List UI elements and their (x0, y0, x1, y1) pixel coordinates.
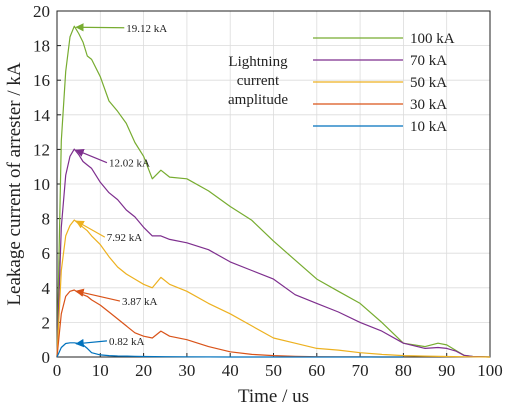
ticks: 0 10 20 30 40 50 60 70 80 90 100 0 2 4 6 8 10 12 14 16 18 20 (33, 2, 503, 380)
annotation-label: 3.87 kA (122, 296, 158, 308)
legend-label: 50 kA (410, 75, 447, 91)
annotation-label: 12.02 kA (109, 158, 150, 170)
legend-label: 10 kA (410, 119, 447, 135)
y-tick-label: 10 (33, 175, 50, 194)
series-line-100ka (56, 25, 491, 358)
y-tick-label: 16 (33, 71, 50, 90)
x-tick-label: 30 (178, 361, 195, 380)
x-tick-label: 20 (135, 361, 152, 380)
series-line-10ka (56, 342, 404, 358)
annotation-arrow (75, 288, 121, 302)
legend-label: 100 kA (410, 31, 455, 47)
annotation-arrow (75, 220, 106, 238)
y-axis-title: Leakage current of arrester / kA (4, 62, 25, 305)
legend-label: 70 kA (410, 53, 447, 69)
x-tick-label: 100 (477, 361, 503, 380)
y-tick-label: 18 (33, 37, 50, 56)
legend-title-line: Lightning (228, 54, 288, 70)
y-tick-label: 0 (42, 348, 51, 367)
legend: 100 kA 70 kA 50 kA 30 kA 10 kA Lightning curre… (228, 31, 455, 135)
x-tick-label: 0 (53, 361, 62, 380)
x-axis-title: Time / us (238, 386, 309, 407)
x-tick-label: 10 (92, 361, 109, 380)
series-line-70ka (56, 148, 491, 358)
annotation-label: 0.82 kA (109, 336, 144, 348)
legend-title-line: current (237, 73, 280, 89)
y-tick-label: 14 (33, 106, 51, 125)
legend-title-line: amplitude (228, 92, 288, 108)
y-tick-label: 12 (33, 140, 50, 159)
annotation-arrow (75, 23, 125, 32)
y-tick-label: 20 (33, 2, 50, 21)
x-tick-label: 70 (352, 361, 369, 380)
annotations: 19.12 kA 12.02 kA 7.92 kA 3.87 kA 0.82 kA (75, 23, 167, 348)
annotation-label: 19.12 kA (126, 23, 167, 35)
y-tick-label: 6 (42, 244, 51, 263)
x-tick-label: 50 (265, 361, 282, 380)
y-tick-label: 2 (42, 313, 51, 332)
annotation-arrow (75, 338, 108, 348)
annotation-label: 7.92 kA (107, 232, 143, 244)
x-tick-label: 80 (395, 361, 412, 380)
y-tick-label: 4 (42, 279, 51, 298)
x-tick-label: 40 (222, 361, 239, 380)
annotation-arrow (75, 149, 108, 164)
legend-label: 30 kA (410, 97, 447, 113)
x-tick-label: 90 (438, 361, 455, 380)
y-tick-label: 8 (42, 210, 51, 229)
x-tick-label: 60 (308, 361, 325, 380)
